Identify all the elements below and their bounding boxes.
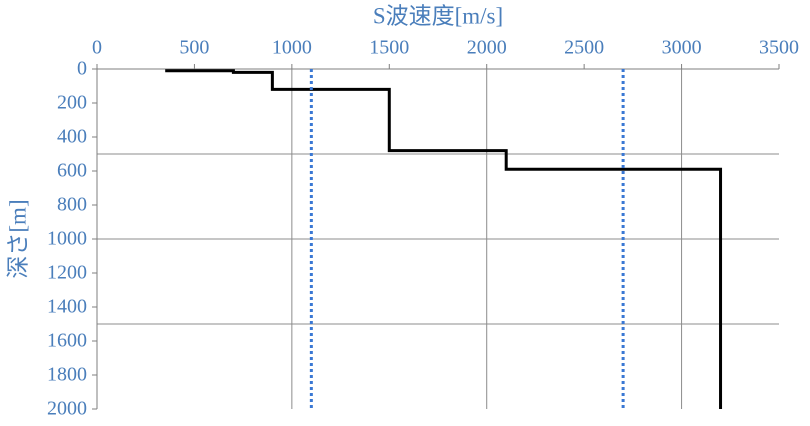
velocity-profile [165, 69, 723, 409]
y-tick-label: 200 [57, 92, 87, 114]
x-tick-label: 500 [179, 37, 209, 59]
x-tick-label: 1000 [272, 37, 312, 59]
y-tick-label: 800 [57, 194, 87, 216]
x-tick-label: 1500 [369, 37, 409, 59]
x-tick-label: 3500 [759, 37, 799, 59]
y-axis-label: 深さ[m] [5, 199, 30, 278]
y-tick-label: 1800 [47, 364, 87, 386]
y-tick-label: 1400 [47, 296, 87, 318]
y-tick-label: 1600 [47, 330, 87, 352]
x-tick-label: 2000 [467, 37, 507, 59]
y-tick-label: 400 [57, 126, 87, 148]
x-tick-label: 2500 [564, 37, 604, 59]
chart-title: S波速度[m/s] [373, 3, 503, 28]
y-tick-label: 2000 [47, 398, 87, 420]
y-tick-label: 0 [77, 58, 87, 80]
x-tick-label: 0 [92, 37, 102, 59]
y-tick-label: 1000 [47, 228, 87, 250]
y-tick-label: 600 [57, 160, 87, 182]
x-tick-label: 3000 [662, 37, 702, 59]
y-tick-label: 1200 [47, 262, 87, 284]
